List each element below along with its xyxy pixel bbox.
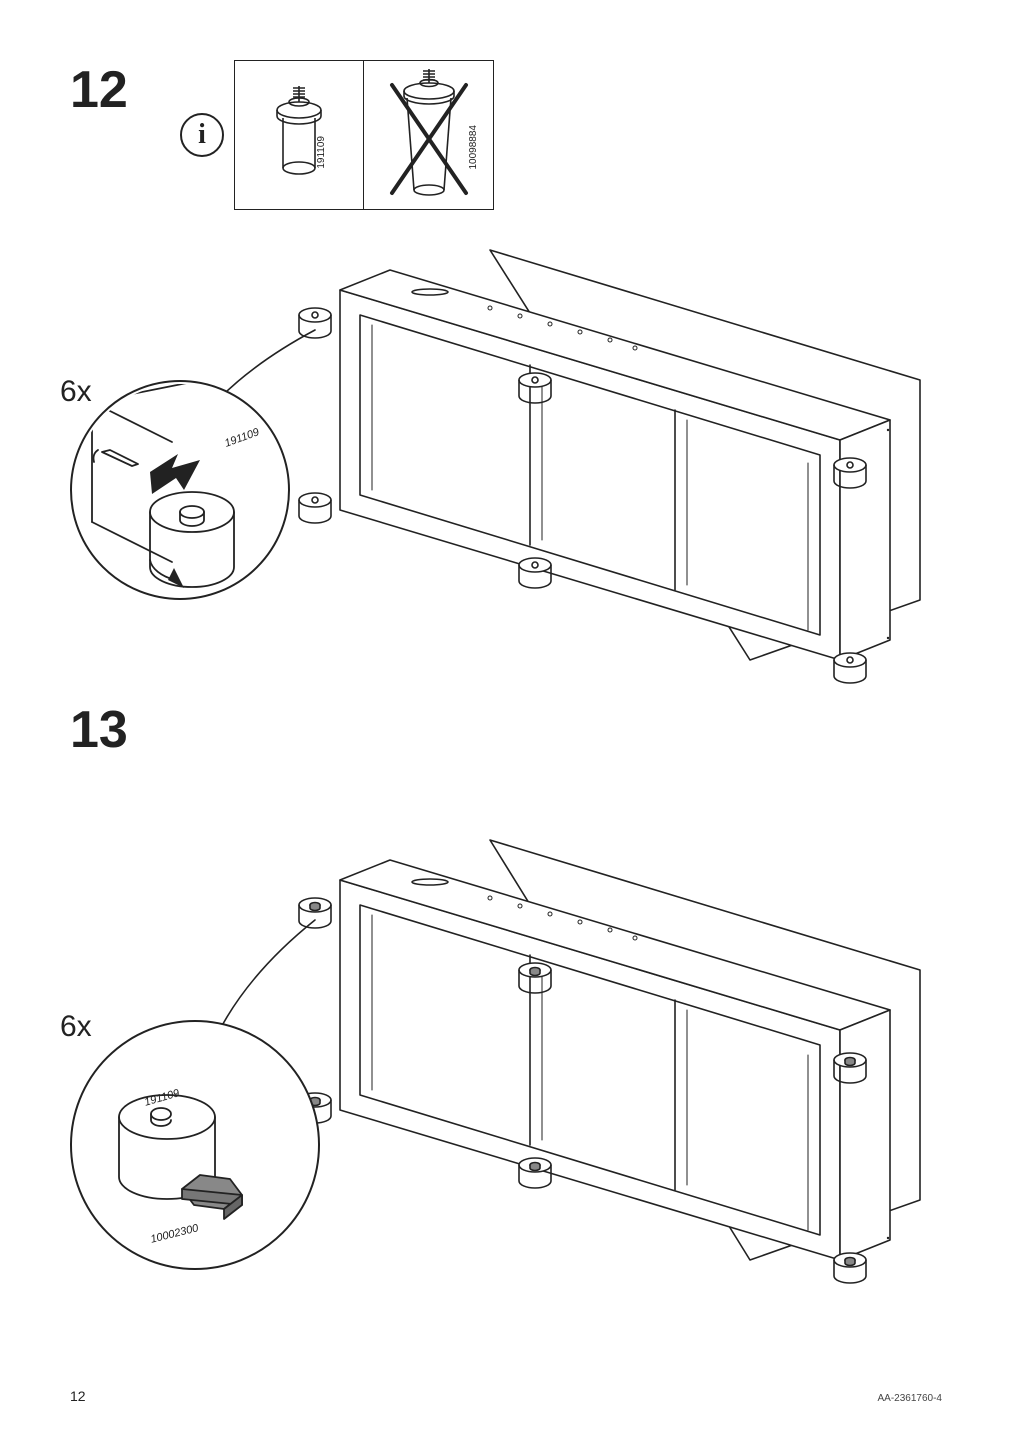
step-13-quantity: 6x bbox=[60, 1010, 92, 1044]
leg-pad-detail-icon bbox=[72, 1022, 318, 1268]
page-number: 12 bbox=[70, 1388, 86, 1404]
step-12-detail-part-id: 191109 bbox=[223, 426, 261, 450]
step-13-number: 13 bbox=[70, 700, 128, 760]
furniture-leg-short-icon bbox=[259, 80, 339, 190]
step-13-detail-part-id-bottom: 10002300 bbox=[149, 1222, 199, 1245]
step-13-illustration: 6x bbox=[60, 780, 940, 1340]
step-12-quantity: 6x bbox=[60, 375, 92, 409]
part-id-correct-label: 191109 bbox=[316, 136, 327, 169]
step-12-detail-circle: 191109 bbox=[70, 380, 290, 600]
info-boxes: 191109 bbox=[234, 60, 494, 210]
info-box-wrong: 10098884 bbox=[364, 60, 494, 210]
furniture-leg-tall-crossed-icon bbox=[374, 65, 484, 205]
step-13-detail-circle: 191109 10002300 bbox=[70, 1020, 320, 1270]
part-id-wrong-label: 10098884 bbox=[468, 125, 479, 170]
info-icon: i bbox=[180, 113, 224, 157]
step-12-illustration: 6x bbox=[60, 220, 940, 690]
step-12-number: 12 bbox=[70, 60, 128, 120]
step-13-detail-part-id-top: 191109 bbox=[143, 1087, 181, 1108]
info-box-correct: 191109 bbox=[234, 60, 364, 210]
leg-screw-in-detail-icon bbox=[72, 382, 288, 598]
page-footer: 12 AA-2361760-4 bbox=[70, 1388, 942, 1404]
info-row: i bbox=[180, 60, 494, 210]
document-id: AA-2361760-4 bbox=[878, 1393, 943, 1404]
